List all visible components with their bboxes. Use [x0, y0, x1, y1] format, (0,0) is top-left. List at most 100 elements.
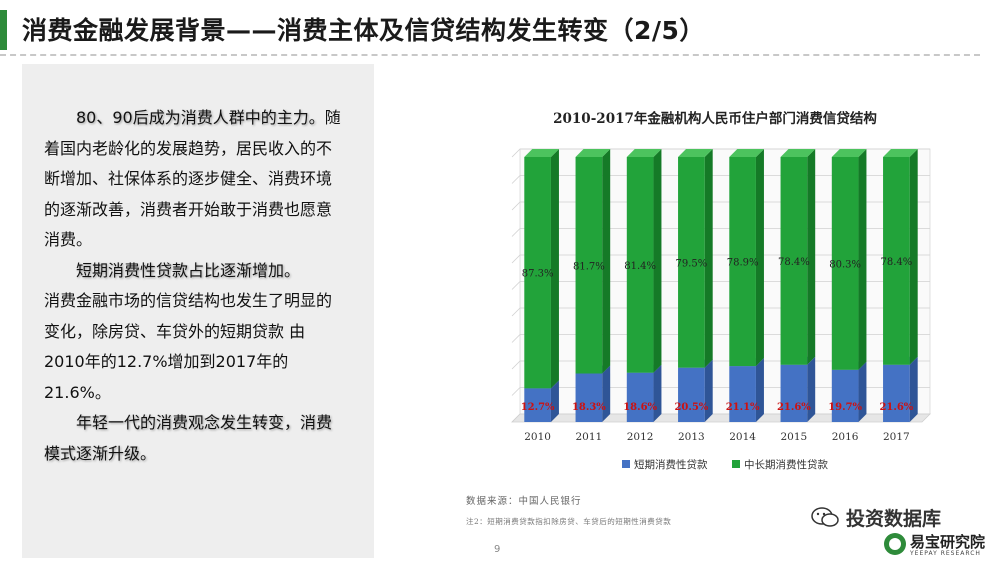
brand-area: 投资数据库 易宝研究院 YEEPAY RESEARCH [806, 500, 996, 560]
gridline-diagonal [511, 201, 521, 211]
data-label-short-2016: 19.7% [828, 402, 862, 413]
bar-short-2013 [678, 367, 705, 422]
gridline-diagonal [511, 228, 521, 237]
bar-long-2015-top [780, 149, 816, 157]
chart-floor [511, 413, 931, 423]
data-label-long-2012: 81.4% [624, 261, 656, 272]
bar-long-2012-top [626, 149, 662, 157]
bar-long-2013 [678, 157, 705, 368]
bar-short-2010 [524, 388, 551, 422]
paragraph-3-highlight: 年轻一代的消费观念发生转变，消费模式逐渐升级。 [44, 413, 333, 463]
paragraph-1-highlight: 80、90后成为消费人群中的主力。 [76, 108, 325, 127]
data-label-short-2013: 20.5% [674, 402, 708, 413]
legend-label-short: 短期消费性贷款 [634, 458, 708, 471]
bar-short-2012 [626, 372, 654, 422]
bar-long-2017-side [909, 149, 918, 365]
gridline-diagonal [511, 360, 521, 370]
data-label-long-2011: 81.7% [573, 261, 605, 272]
bar-long-2015-side [807, 149, 816, 365]
gridline-diagonal [511, 148, 521, 158]
data-label-long-2016: 80.3% [829, 259, 861, 270]
x-tick-label-2012: 2012 [627, 431, 654, 443]
data-label-long-2015: 78.4% [778, 257, 810, 268]
chart-title: 2010-2017年金融机构人民币住户部门消费信贷结构 [553, 111, 877, 127]
paragraph-1-rest: 随着国内老龄化的发展趋势，居民收入的不断增加、社保体系的逐步健全、消费环境的逐渐… [44, 108, 341, 249]
gridline-diagonal [511, 175, 521, 184]
gridline-diagonal [511, 387, 521, 396]
x-tick-label-2016: 2016 [832, 431, 859, 443]
data-label-long-2013: 79.5% [675, 258, 707, 269]
bar-long-2014-side [755, 149, 764, 367]
bar-long-2011 [575, 157, 603, 374]
bar-short-2016 [831, 369, 859, 422]
bar-short-2017-side [909, 356, 918, 422]
title-accent [0, 10, 7, 50]
bar-long-2017 [883, 157, 910, 365]
bar-long-2010 [524, 157, 551, 389]
title-divider [0, 54, 980, 56]
logo-subtext: YEEPAY RESEARCH [910, 550, 981, 557]
legend-label-long: 中长期消费性贷款 [744, 458, 828, 471]
bar-short-2015 [780, 364, 808, 422]
x-tick-label-2011: 2011 [576, 431, 603, 443]
paragraph-2-highlight: 短期消费性贷款占比逐渐增加。 [76, 260, 301, 280]
data-label-long-2014: 78.9% [727, 258, 759, 269]
title-bar: 消费金融发展背景——消费主体及信贷结构发生转变（2/5） [0, 0, 1000, 62]
bar-short-2017 [883, 364, 910, 422]
x-tick-label-2017: 2017 [883, 431, 910, 443]
data-label-short-2014: 21.1% [726, 402, 760, 413]
data-label-short-2017: 21.6% [879, 402, 913, 413]
bar-long-2010-top [524, 149, 559, 157]
bar-short-2010-side [550, 380, 559, 422]
data-label-short-2012: 18.6% [623, 402, 657, 413]
stacked-bar-chart: 12.7% 87.3% 2010 18.3% 81.7% 2011 18.6% 81.4% 20… [511, 148, 931, 471]
gridline-diagonal [511, 281, 521, 290]
data-label-long-2010: 87.3% [522, 269, 554, 280]
bar-long-2014-top [729, 149, 764, 157]
bar-long-2010-side [550, 149, 559, 389]
gridline-diagonal [511, 413, 521, 423]
bar-long-2013-top [678, 149, 713, 157]
bar-short-2015-side [807, 356, 816, 422]
bar-short-2014 [729, 366, 756, 422]
gridline-diagonal [511, 254, 521, 264]
bar-long-2017-top [883, 149, 918, 157]
yeepay-logo-icon [884, 533, 906, 555]
bar-short-2011-side [602, 365, 611, 422]
chart-container: 2010-2017年金融机构人民币住户部门消费信贷结构 12.7% 87.3% 20… [470, 95, 960, 495]
wechat-icon [811, 507, 839, 527]
source-note: 数据来源：中国人民银行 [466, 496, 582, 507]
paragraph-2: 短期消费性贷款占比逐渐增加。 [44, 256, 344, 287]
bar-short-2013-side [704, 359, 713, 422]
paragraph-1: 80、90后成为消费人群中的主力。随着国内老龄化的发展趋势，居民收入的不断增加、… [44, 103, 344, 256]
bar-long-2016-side [858, 149, 867, 370]
bar-long-2011-side [602, 149, 611, 374]
bar-short-2014-side [755, 358, 764, 422]
x-tick-label-2013: 2013 [678, 431, 705, 443]
left-text-panel [22, 64, 374, 558]
gridline-diagonal [511, 307, 521, 317]
paragraph-3: 年轻一代的消费观念发生转变，消费模式逐渐升级。 [44, 408, 344, 469]
bar-long-2014 [729, 157, 756, 367]
brand-name: 投资数据库 [846, 508, 942, 530]
bar-long-2016 [831, 157, 859, 370]
bar-short-2012-side [653, 364, 662, 422]
bar-short-2016-side [858, 361, 867, 422]
legend-swatch-long [732, 460, 740, 468]
x-tick-label-2010: 2010 [524, 431, 551, 443]
data-label-short-2010: 12.7% [521, 402, 555, 413]
bar-long-2012-side [653, 149, 662, 373]
slide-title: 消费金融发展背景——消费主体及信贷结构发生转变（2/5） [22, 16, 705, 45]
footnote: 注2：短期消费贷款指扣除房贷、车贷后的短期性消费贷款 [466, 517, 672, 526]
gridline-diagonal [511, 334, 521, 343]
bar-long-2013-side [704, 149, 713, 368]
bar-long-2016-top [831, 149, 867, 157]
data-label-short-2015: 21.6% [777, 402, 811, 413]
logo-text: 易宝研究院 [910, 533, 986, 551]
x-tick-label-2014: 2014 [729, 431, 756, 443]
paragraph-2-rest: 消费金融市场的信贷结构也发生了明显的变化，除房贷、车贷外的短期贷款 由2010年… [44, 291, 333, 402]
body-text: 80、90后成为消费人群中的主力。随着国内老龄化的发展趋势，居民收入的不断增加、… [44, 103, 344, 469]
data-label-long-2017: 78.4% [880, 257, 912, 268]
bar-short-2011 [575, 373, 603, 422]
bar-long-2011-top [575, 149, 611, 157]
